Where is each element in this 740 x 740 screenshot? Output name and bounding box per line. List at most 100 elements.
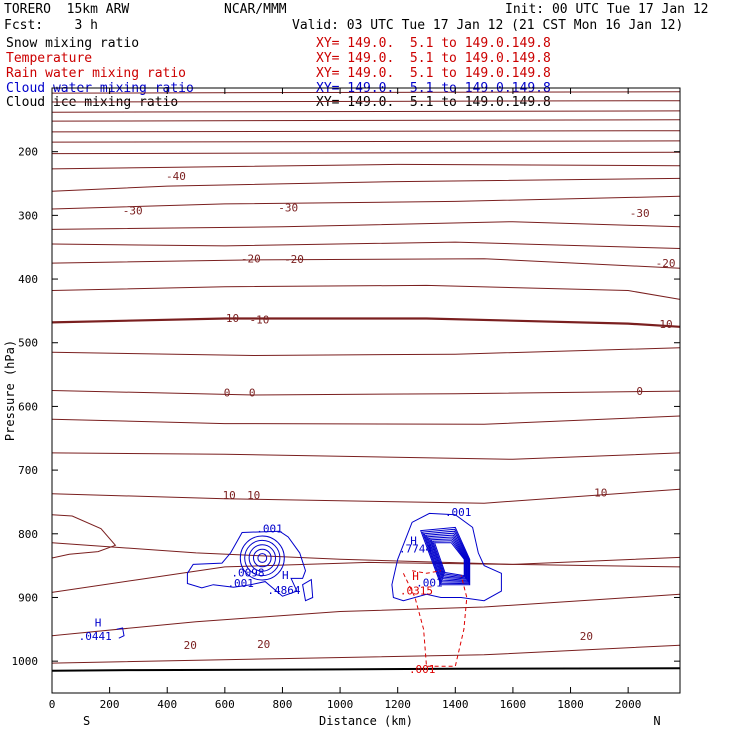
isotherm-label-3: -30 bbox=[630, 207, 650, 220]
y-axis-title: Pressure (hPa) bbox=[3, 340, 17, 441]
cloud-west-contour-3 bbox=[252, 548, 272, 568]
isotherm-23 bbox=[51, 644, 681, 664]
cloud-east-contour-2 bbox=[423, 530, 469, 583]
cloud-west-contour-4 bbox=[257, 553, 268, 563]
isotherm-5 bbox=[51, 140, 681, 143]
x-tick-label-6: 1200 bbox=[384, 698, 411, 711]
cloud-water-label-3: H bbox=[282, 569, 289, 582]
isotherm-12 bbox=[51, 258, 681, 269]
rain-water-label-1: .0315 bbox=[400, 585, 433, 598]
plot-frame bbox=[51, 87, 681, 694]
header-org: NCAR/MMM bbox=[224, 2, 287, 17]
rain-water-label-2: .001 bbox=[409, 663, 436, 676]
y-tick-label-3: 500 bbox=[18, 337, 38, 350]
field-temperature-xy: XY= 149.0. 5.1 to 149.0.149.8 bbox=[316, 51, 551, 66]
ground-surface-line bbox=[51, 667, 681, 672]
cloud-water-label-7: .001 bbox=[445, 506, 472, 519]
isotherm-label-9: -10 bbox=[653, 318, 673, 331]
cloud-east-contour-4 bbox=[426, 534, 468, 581]
isotherm-19 bbox=[51, 488, 681, 504]
rain-water-group bbox=[402, 570, 468, 667]
isotherm-label-5: -20 bbox=[284, 253, 304, 266]
axes-group: 0 200 400 600 800 1000 1200 1400 1600 1800 2000200… bbox=[12, 88, 680, 711]
field-cloudice-name: Cloud ice mixing ratio bbox=[6, 95, 179, 110]
field-snow-name: Snow mixing ratio bbox=[6, 36, 140, 51]
isotherm-label-1: -30 bbox=[123, 205, 143, 218]
y-tick-label-0: 200 bbox=[18, 146, 38, 159]
rain-water-contour bbox=[402, 573, 468, 667]
cloud-east-outline bbox=[391, 512, 502, 602]
isotherm-label-18: 20 bbox=[580, 630, 593, 643]
isotherm-11 bbox=[51, 241, 681, 249]
header-valid: Valid: 03 UTC Tue 17 Jan 12 (21 CST Mon … bbox=[292, 18, 684, 33]
cloud-water-label-5: H bbox=[95, 617, 102, 630]
isotherm-label-2: -30 bbox=[278, 201, 298, 214]
contour-label-group: -40 -30 -30 -30 -20 -20 -20 -10 -10 -10 0 0 0 10 10 10 2… bbox=[79, 170, 676, 676]
isotherm-label-11: 0 bbox=[249, 387, 256, 400]
isotherm-21 bbox=[51, 561, 681, 593]
x-tick-label-1: 200 bbox=[100, 698, 120, 711]
rain-water-label-0: H bbox=[412, 570, 419, 583]
header-init: Init: 00 UTC Tue 17 Jan 12 bbox=[505, 2, 709, 17]
isotherm-15 bbox=[51, 347, 681, 357]
field-rain-name: Rain water mixing ratio bbox=[6, 66, 187, 81]
cloud-water-group bbox=[116, 512, 502, 639]
isotherm-label-12: 0 bbox=[636, 385, 643, 398]
isotherm-7 bbox=[51, 163, 681, 170]
isotherm-1 bbox=[51, 100, 681, 103]
field-rain-xy: XY= 149.0. 5.1 to 149.0.149.8 bbox=[316, 66, 551, 81]
isotherm-label-13: 10 bbox=[223, 489, 236, 502]
isotherm-0 bbox=[51, 91, 681, 94]
x-tick-label-9: 1800 bbox=[557, 698, 584, 711]
isotherm-18 bbox=[51, 452, 681, 460]
y-tick-label-2: 400 bbox=[18, 273, 38, 286]
y-tick-label-4: 600 bbox=[18, 400, 38, 413]
isotherm-group bbox=[51, 91, 681, 672]
cloud-east-contour-8 bbox=[433, 542, 465, 577]
isotherm-8 bbox=[51, 177, 681, 192]
cloud-east-contour-6 bbox=[430, 538, 467, 579]
isotherm-20 bbox=[51, 542, 681, 565]
rain-water-top bbox=[412, 570, 441, 574]
isotherm-label-15: 10 bbox=[594, 487, 607, 500]
x-tick-label-5: 1000 bbox=[327, 698, 354, 711]
cloud-water-label-1: .0098 bbox=[231, 566, 264, 579]
isotherm-16 bbox=[51, 390, 681, 396]
cloud-west-outline bbox=[186, 530, 307, 597]
isotherm-label-4: -20 bbox=[241, 252, 261, 265]
isotherm-label-7: -10 bbox=[219, 312, 239, 325]
isotherm-22 bbox=[51, 593, 681, 637]
isotherm-label-10: 0 bbox=[224, 387, 231, 400]
x-tick-label-8: 1600 bbox=[500, 698, 527, 711]
x-tick-label-0: 0 bbox=[49, 698, 56, 711]
header-fcst: Fcst: 3 h bbox=[4, 18, 98, 33]
y-tick-label-8: 1000 bbox=[12, 655, 39, 668]
y-tick-label-5: 700 bbox=[18, 464, 38, 477]
cloud-water-label-2: .001 bbox=[227, 577, 254, 590]
field-temperature-name: Temperature bbox=[6, 51, 93, 66]
isotherm-9 bbox=[51, 195, 681, 210]
cloud-water-label-8: H bbox=[410, 534, 417, 547]
cloud-sw-fragment bbox=[116, 627, 125, 639]
x-tick-label-10: 2000 bbox=[615, 698, 642, 711]
cloud-west-lobe bbox=[302, 578, 314, 602]
isotherm-label-14: 10 bbox=[247, 489, 260, 502]
isotherm-label-6: -20 bbox=[656, 257, 676, 270]
cloud-water-label-9: .7744 bbox=[399, 543, 432, 556]
cloud-water-label-4: .4864 bbox=[267, 584, 300, 597]
x-tick-label-7: 1400 bbox=[442, 698, 469, 711]
isotherm-14 bbox=[51, 317, 681, 328]
x-axis-title: Distance (km) bbox=[319, 714, 413, 728]
isotherm-13 bbox=[51, 284, 681, 300]
cloud-west-contour-2 bbox=[248, 544, 276, 572]
cloud-water-label-10: .001 bbox=[416, 577, 443, 590]
isotherm-label-8: -10 bbox=[249, 313, 269, 326]
isotherm-10 bbox=[51, 221, 681, 230]
cloud-east-contour-1 bbox=[421, 528, 470, 585]
isotherm-label-17: 20 bbox=[257, 638, 270, 651]
cloud-east-contour-5 bbox=[428, 536, 467, 580]
cloud-east-contour-7 bbox=[432, 540, 466, 578]
cloud-east-contour-0 bbox=[420, 526, 471, 586]
field-cloudice-xy: XY= 149.0. 5.1 to 149.0.149.8 bbox=[316, 95, 551, 110]
cloud-east-contour-3 bbox=[425, 532, 469, 582]
